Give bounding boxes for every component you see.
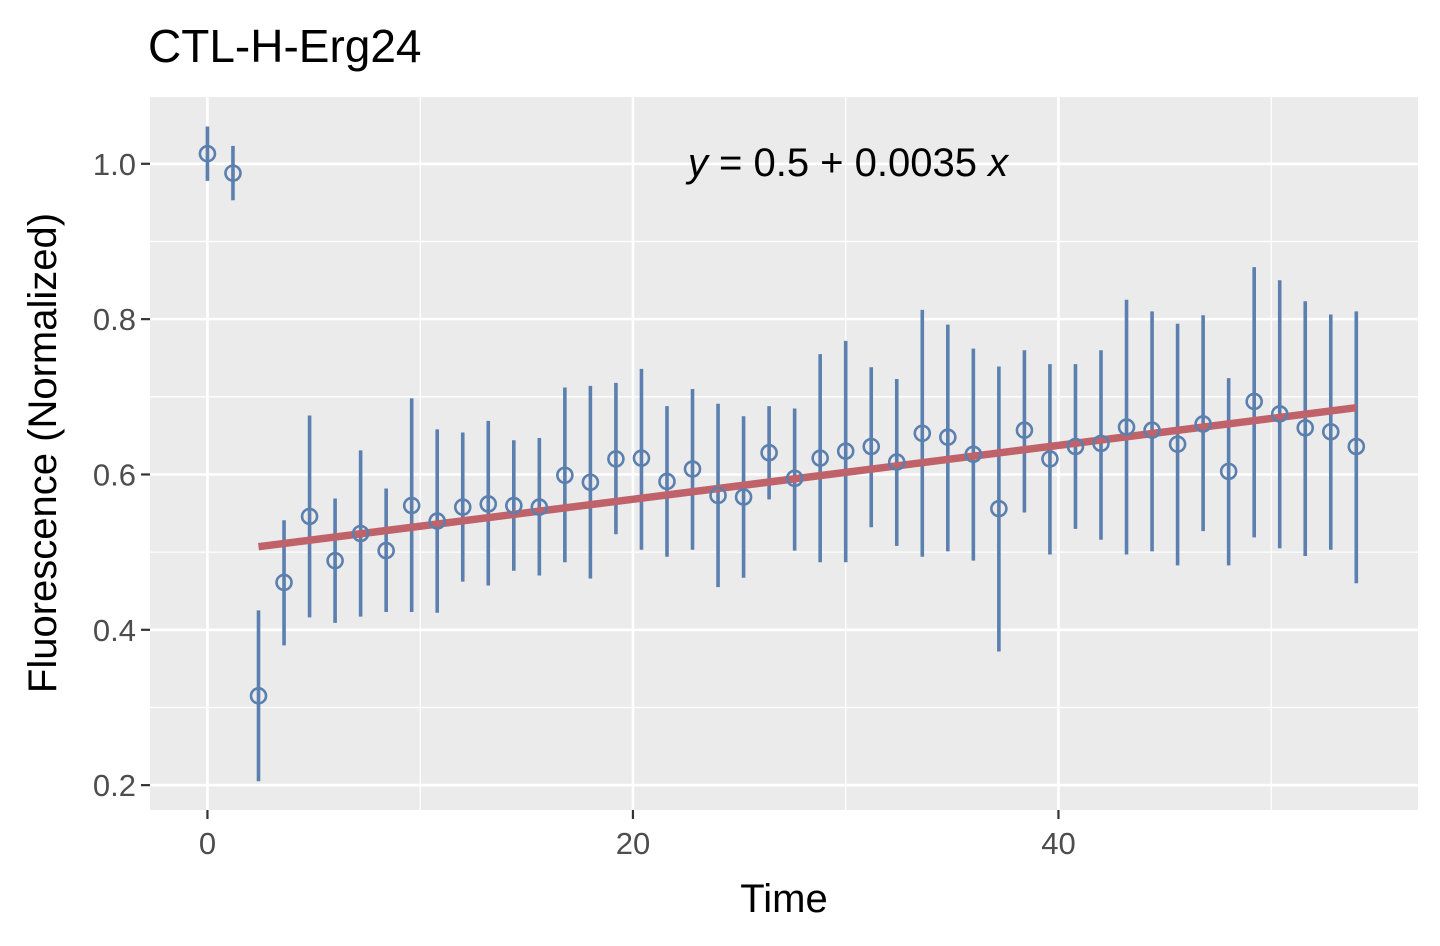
data-point	[351, 524, 370, 543]
data-point	[1321, 422, 1340, 441]
data-point	[939, 428, 957, 446]
data-point	[785, 469, 804, 488]
data-point	[887, 453, 906, 471]
x-tick-label: 40	[1041, 826, 1075, 861]
data-point	[1194, 415, 1212, 433]
data-point	[1066, 437, 1085, 456]
x-axis: 0 20 40	[199, 810, 1076, 861]
data-point	[479, 495, 498, 513]
x-axis-title: Time	[740, 877, 827, 921]
data-point	[862, 437, 881, 456]
equation-body: = 0.5 + 0.0035	[708, 141, 988, 185]
data-point	[811, 449, 829, 467]
data-point	[377, 541, 395, 560]
data-point	[1168, 435, 1187, 453]
data-point	[530, 498, 549, 516]
data-point	[913, 424, 932, 443]
data-point	[990, 499, 1008, 518]
y-tick-label: 0.8	[93, 302, 136, 337]
y-tick-label: 0.2	[93, 768, 136, 803]
data-point	[734, 488, 753, 506]
x-tick-label: 20	[616, 826, 650, 861]
data-point	[556, 466, 574, 485]
data-point	[1347, 437, 1366, 456]
data-point	[581, 473, 600, 492]
data-point	[760, 443, 778, 462]
y-tick-label: 0.6	[93, 457, 136, 492]
data-point	[198, 144, 217, 163]
data-point	[1143, 421, 1161, 439]
data-point	[1296, 419, 1315, 437]
fit-line	[258, 403, 1357, 551]
equation-y: y	[685, 141, 711, 185]
data-point	[224, 164, 242, 182]
equation-x: x	[986, 141, 1010, 185]
x-tick-label: 0	[199, 826, 216, 861]
fit-line-group	[258, 403, 1357, 551]
regression-equation: y = 0.5 + 0.0035 x	[685, 141, 1010, 185]
data-point	[683, 460, 702, 478]
data-point	[505, 496, 523, 515]
data-point	[658, 472, 676, 491]
data-point	[275, 573, 293, 592]
data-point	[249, 687, 268, 705]
data-point	[453, 498, 472, 516]
data-point	[632, 449, 651, 467]
data-point	[1041, 450, 1059, 468]
chart-title: CTL-H-Erg24	[148, 20, 422, 72]
y-axis-title: Fluorescence (Normalized)	[21, 213, 65, 693]
data-point	[326, 551, 344, 570]
data-points	[198, 144, 1366, 705]
grid-major	[150, 97, 1418, 810]
data-point	[1219, 462, 1238, 481]
data-point	[709, 486, 727, 505]
y-tick-label: 0.4	[93, 613, 136, 648]
data-point	[1092, 434, 1110, 453]
data-point	[402, 496, 421, 515]
data-point	[607, 450, 625, 468]
data-point	[428, 512, 447, 530]
y-tick-label: 1.0	[93, 147, 136, 182]
data-point	[836, 442, 855, 460]
data-point	[1015, 421, 1034, 439]
data-point	[1245, 392, 1263, 411]
y-axis: 0.2 0.4 0.6 0.8 1.0	[93, 147, 150, 803]
data-point	[300, 507, 319, 526]
data-point	[1117, 418, 1136, 436]
data-point	[964, 445, 983, 464]
data-point	[1270, 405, 1289, 423]
